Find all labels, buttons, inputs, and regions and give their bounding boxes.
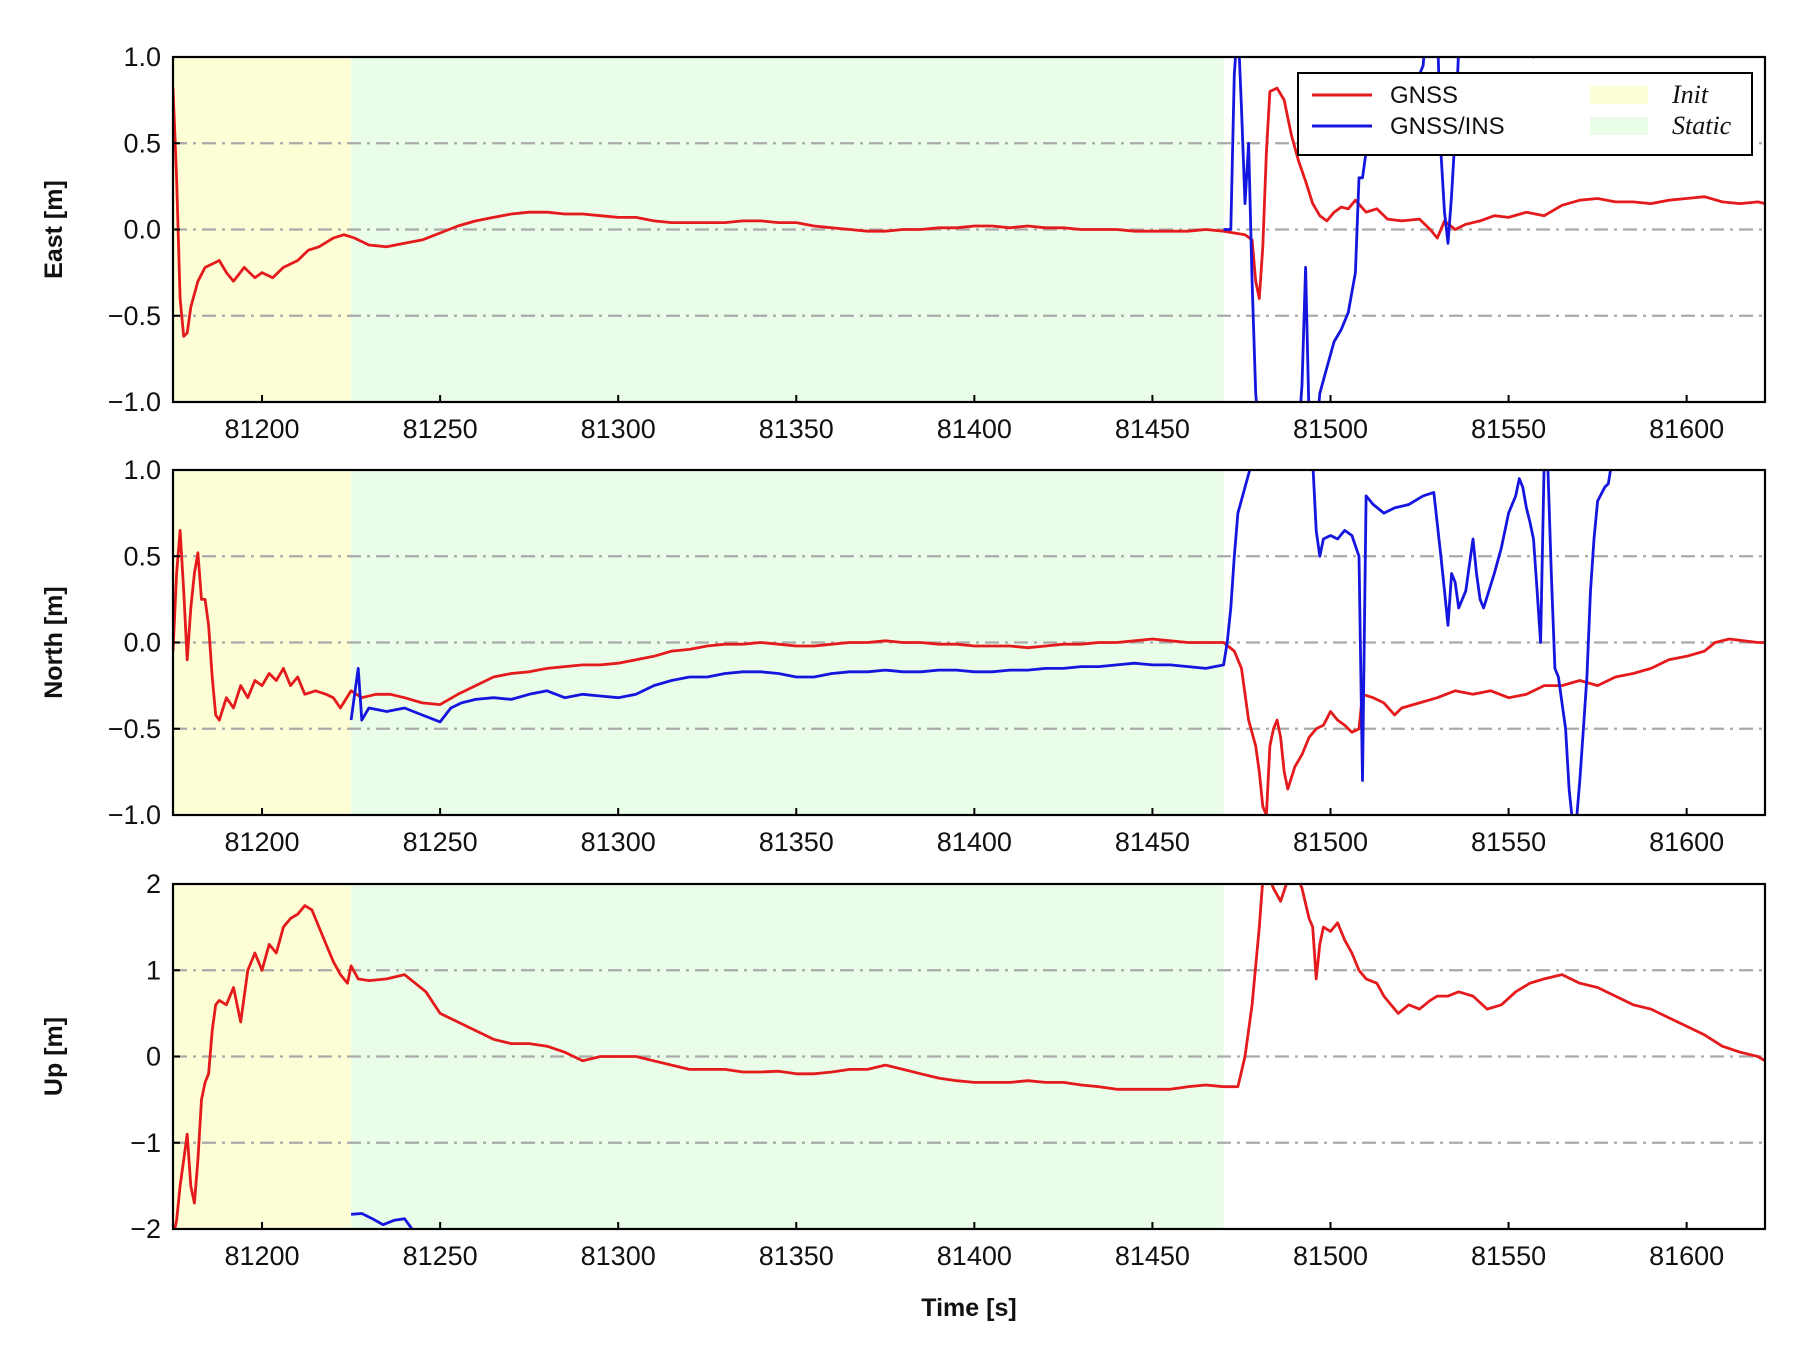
x-tick-label: 81350: [759, 1241, 834, 1271]
y-axis-label: East [m]: [40, 180, 68, 279]
x-tick-label: 81200: [224, 414, 299, 444]
panel-0: −1.0 −0.5 0.0 0.5 1.0 81200 81250 81300 81350 814…: [40, 42, 1767, 444]
legend-label: GNSS: [1390, 82, 1458, 109]
y-tick-label: 0.5: [123, 128, 161, 158]
x-tick-label: 81450: [1115, 414, 1190, 444]
x-tick-label: 81250: [403, 827, 478, 857]
y-tick-label: 0.5: [123, 541, 161, 571]
x-tick-label: 81550: [1471, 414, 1546, 444]
series-line-gnss-ins: [1223, 57, 1258, 402]
legend-box: [1297, 72, 1753, 156]
y-tick-label: 1.0: [123, 455, 161, 485]
series-group: [173, 470, 1765, 815]
y-tick-label: 2: [146, 869, 161, 899]
y-tick-label: −1: [130, 1128, 161, 1158]
series-line-gnss-ins: [350, 1212, 414, 1229]
series-line-gnss-ins: [1299, 266, 1311, 402]
panel-2: −2 −1 0 1 2 81200 81250 81300 81350 81400 81450 815…: [40, 869, 1767, 1271]
series-line-gnss-ins: [349, 470, 1252, 724]
x-tick-label: 81350: [759, 414, 834, 444]
series-line-gnss: [173, 529, 1765, 815]
y-axis-label: North [m]: [40, 586, 68, 698]
x-tick-label: 81500: [1293, 827, 1368, 857]
x-tick-label: 81400: [937, 827, 1012, 857]
series-line-gnss-ins: [1311, 470, 1546, 782]
legend-label: Static: [1672, 111, 1732, 140]
legend-label: Init: [1671, 80, 1709, 109]
x-axis-label: Time [s]: [921, 1294, 1016, 1322]
series-line-gnss: [173, 884, 1264, 1229]
x-tick-label: 81600: [1649, 414, 1724, 444]
y-tick-label: 0: [146, 1042, 161, 1072]
y-tick-label: 0.0: [123, 628, 161, 658]
panel-1: −1.0 −0.5 0.0 0.5 1.0 81200 81250 81300 81350 814…: [40, 455, 1767, 857]
x-tick-label: 81400: [937, 1241, 1012, 1271]
x-tick-label: 81450: [1115, 827, 1190, 857]
x-tick-label: 81300: [581, 414, 656, 444]
x-tick-label: 81500: [1293, 414, 1368, 444]
y-tick-label: −1.0: [108, 800, 161, 830]
y-tick-label: 1.0: [123, 42, 161, 72]
legend-swatch-patch: [1590, 117, 1648, 135]
series-line-gnss: [1270, 884, 1288, 903]
x-tick-label: 81250: [403, 414, 478, 444]
legend-label: GNSS/INS: [1390, 113, 1505, 140]
series-line-gnss-ins: [1546, 470, 1574, 815]
x-tick-label: 81600: [1649, 1241, 1724, 1271]
y-tick-label: −0.5: [108, 714, 161, 744]
x-tick-label: 81200: [224, 1241, 299, 1271]
series-group: [173, 884, 1765, 1229]
x-tick-label: 81300: [581, 1241, 656, 1271]
y-axis-label: Up [m]: [40, 1017, 68, 1096]
y-tick-label: −2: [130, 1214, 161, 1244]
x-tick-label: 81450: [1115, 1241, 1190, 1271]
panels-layer: −1.0 −0.5 0.0 0.5 1.0 81200 81250 81300 81350 814…: [40, 42, 1767, 1271]
y-tick-label: 1: [146, 955, 161, 985]
y-tick-label: −0.5: [108, 301, 161, 331]
x-tick-label: 81600: [1649, 827, 1724, 857]
x-tick-label: 81550: [1471, 1241, 1546, 1271]
x-tick-label: 81250: [403, 1241, 478, 1271]
series-line-gnss-ins: [1436, 57, 1460, 245]
legend-swatch-patch: [1590, 86, 1648, 104]
x-tick-label: 81400: [937, 414, 1012, 444]
series-line-gnss: [1298, 884, 1765, 1062]
series-line-gnss-ins: [1532, 57, 1535, 59]
y-tick-label: −1.0: [108, 387, 161, 417]
x-tick-label: 81350: [759, 827, 834, 857]
series-line-gnss-ins: [1575, 470, 1612, 815]
x-tick-label: 81550: [1471, 827, 1546, 857]
x-tick-label: 81200: [224, 827, 299, 857]
y-tick-label: 0.0: [123, 215, 161, 245]
x-tick-label: 81500: [1293, 1241, 1368, 1271]
x-tick-label: 81300: [581, 827, 656, 857]
